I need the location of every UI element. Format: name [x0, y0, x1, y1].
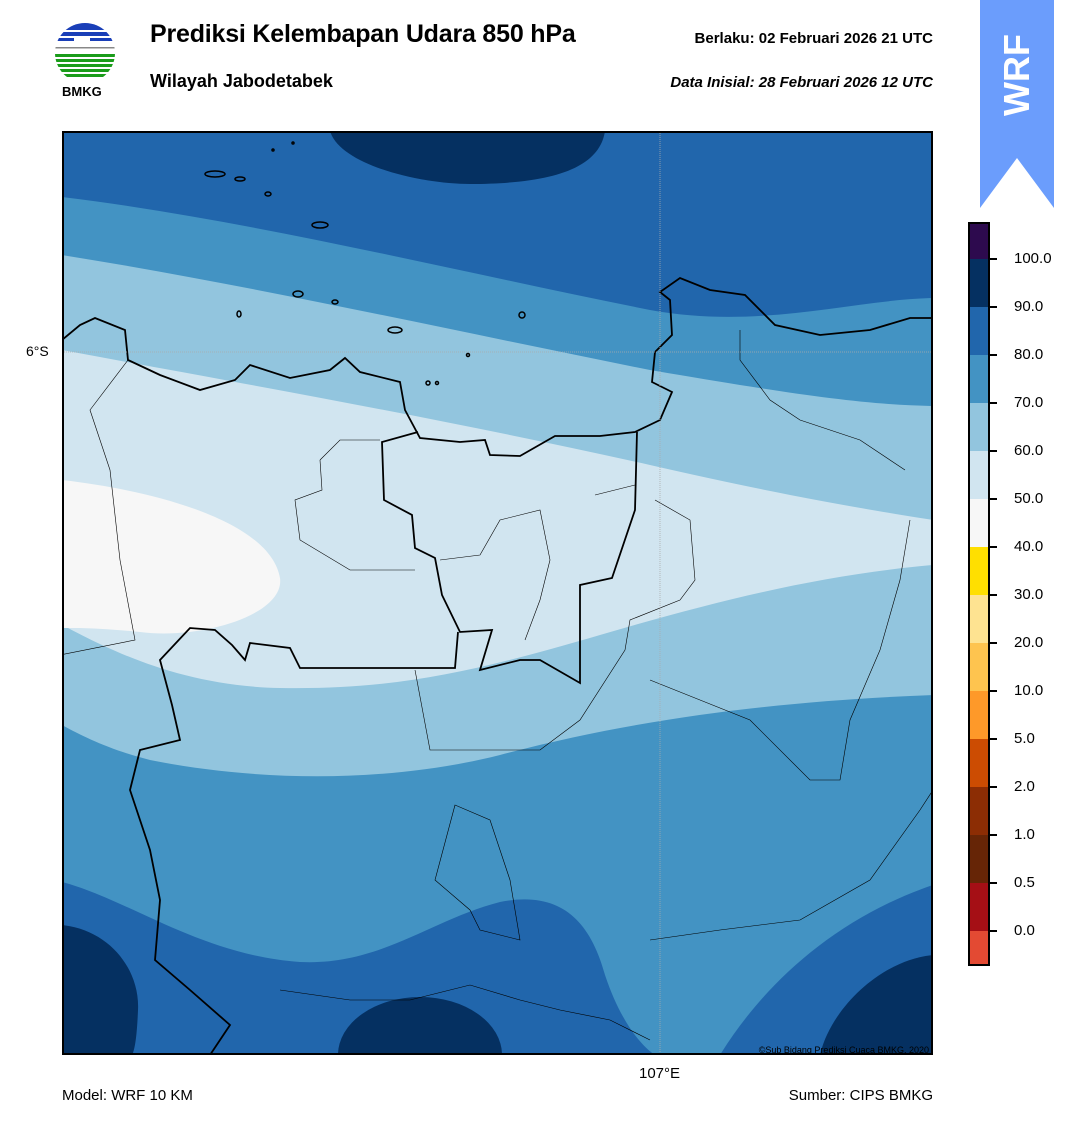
colorbar-segment — [970, 931, 988, 964]
map-credit: ©Sub Bidang Prediksi Cuaca BMKG, 2020 — [758, 1045, 929, 1055]
colorbar-tick — [990, 402, 997, 404]
colorbar-tick — [990, 882, 997, 884]
colorbar-label: 100.0 — [1014, 250, 1052, 267]
contour-map — [64, 133, 931, 1053]
colorbar-label: 5.0 — [1014, 730, 1035, 747]
colorbar-label: 20.0 — [1014, 634, 1044, 651]
colorbar-segment — [970, 835, 988, 883]
wrf-badge — [980, 0, 1054, 208]
humidity-map: ©Sub Bidang Prediksi Cuaca BMKG, 2020 — [62, 131, 933, 1055]
source-label: Sumber: CIPS BMKG — [788, 1087, 933, 1104]
colorbar-segment — [970, 643, 988, 691]
wrf-badge-text: WRF — [980, 0, 1054, 150]
colorbar-segment — [970, 451, 988, 499]
colorbar-label: 30.0 — [1014, 586, 1044, 603]
wrf-label: WRF — [996, 34, 1037, 116]
colorbar: 100.0 90.0 80.0 70.0 60.0 50.0 40.0 30.0 20.0 10.… — [968, 222, 1068, 968]
region-subtitle: Wilayah Jabodetabek — [150, 71, 333, 91]
initial-time: Data Inisial: 28 Februari 2026 12 UTC — [670, 74, 933, 91]
band-90-100-southeast — [820, 955, 931, 1053]
colorbar-segment — [970, 547, 988, 595]
lon-label: 107°E — [639, 1065, 681, 1082]
coastline — [64, 276, 931, 457]
lat-label: 6°S — [26, 343, 49, 359]
colorbar-label: 2.0 — [1014, 778, 1035, 795]
colorbar-tick — [990, 930, 997, 932]
band-90-100-south — [338, 997, 502, 1053]
colorbar-label: 60.0 — [1014, 442, 1044, 459]
colorbar-label: 0.0 — [1014, 922, 1035, 939]
regency-borders — [64, 330, 931, 1041]
colorbar-tick — [990, 834, 997, 836]
page-title: Prediksi Kelembapan Udara 850 hPa — [150, 20, 576, 48]
colorbar-tick — [990, 786, 997, 788]
colorbar-segment — [970, 403, 988, 451]
colorbar-tick — [990, 354, 997, 356]
colorbar-frame — [968, 222, 990, 966]
colorbar-tick — [990, 642, 997, 644]
colorbar-tick — [990, 738, 997, 740]
colorbar-tick — [990, 258, 997, 260]
colorbar-label: 10.0 — [1014, 682, 1044, 699]
band-90-100-north — [330, 133, 605, 184]
colorbar-segment — [970, 224, 988, 259]
band-80-90-south — [64, 882, 653, 1053]
colorbar-segment — [970, 355, 988, 403]
colorbar-label: 70.0 — [1014, 394, 1044, 411]
province-border — [129, 431, 638, 1053]
colorbar-segment — [970, 259, 988, 307]
islands — [204, 141, 526, 386]
colorbar-segment — [970, 307, 988, 355]
colorbar-tick — [990, 306, 997, 308]
band-40-50 — [64, 480, 281, 634]
colorbar-segment — [970, 739, 988, 787]
colorbar-tick — [990, 498, 997, 500]
model-label: Model: WRF 10 KM — [62, 1087, 193, 1104]
colorbar-label: 1.0 — [1014, 826, 1035, 843]
band-90-100-southwest — [64, 925, 139, 1053]
colorbar-label: 90.0 — [1014, 298, 1044, 315]
colorbar-label: 50.0 — [1014, 490, 1044, 507]
colorbar-tick — [990, 546, 997, 548]
colorbar-tick — [990, 594, 997, 596]
band-50-60 — [64, 350, 931, 689]
logo-text: BMKG — [62, 84, 102, 99]
bmkg-logo — [55, 23, 115, 77]
colorbar-segment — [970, 883, 988, 931]
colorbar-tick — [990, 690, 997, 692]
colorbar-segment — [970, 691, 988, 739]
colorbar-tick — [990, 450, 997, 452]
colorbar-segment — [970, 595, 988, 643]
colorbar-label: 80.0 — [1014, 346, 1044, 363]
colorbar-segment — [970, 499, 988, 547]
colorbar-label: 0.5 — [1014, 874, 1035, 891]
colorbar-segment — [970, 787, 988, 835]
valid-time: Berlaku: 02 Februari 2026 21 UTC — [694, 30, 933, 47]
colorbar-label: 40.0 — [1014, 538, 1044, 555]
